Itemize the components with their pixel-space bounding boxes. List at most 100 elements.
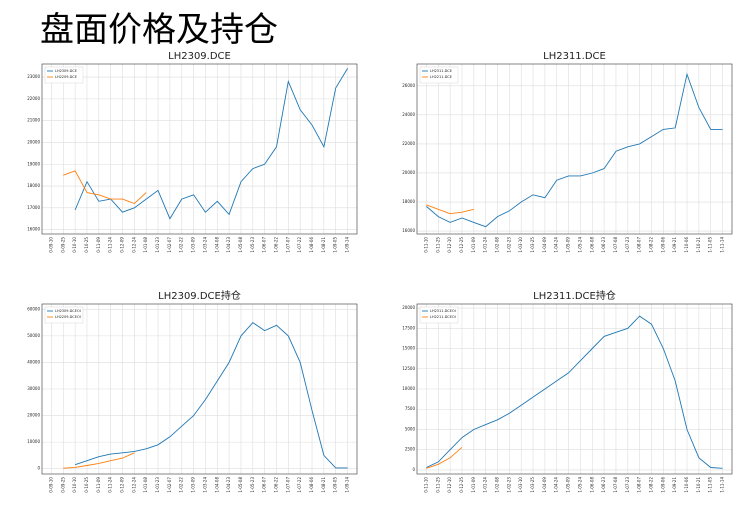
page-title: 盘面价格及持仓 (40, 10, 278, 50)
x-tick-label: 1-02-07 (167, 477, 172, 493)
x-tick-label: 1-07-08 (613, 237, 618, 253)
x-tick-label: 1-06-07 (262, 477, 267, 493)
plot-frame (41, 63, 358, 235)
plot-frame (416, 303, 733, 475)
series-line (74, 322, 348, 469)
x-tick-label: 0-12-10 (447, 237, 452, 253)
y-tick-label: 20000 (27, 139, 40, 144)
y-tick-label: 20000 (402, 170, 415, 175)
y-tick-label: 15000 (402, 346, 415, 351)
x-tick-label: 1-03-25 (530, 477, 535, 493)
x-tick-label: 0-12-09 (120, 477, 125, 493)
legend-box (419, 306, 459, 324)
chart-title: LH2309.DCE持仓 (158, 289, 241, 302)
x-tick-label: 0-09-25 (60, 477, 65, 493)
x-tick-label: 1-05-24 (577, 477, 582, 493)
x-tick-label: 1-04-24 (554, 477, 559, 493)
x-tick-label: 1-02-22 (179, 477, 184, 493)
x-tick-label: 1-10-06 (684, 477, 689, 493)
x-tick-label: 0-11-09 (96, 477, 101, 493)
y-tick-label: 7500 (405, 406, 416, 411)
x-tick-label: 1-07-22 (297, 477, 302, 493)
x-tick-label: 1-09-06 (660, 237, 665, 253)
y-tick-label: 21000 (27, 118, 40, 123)
x-tick-label: 1-03-09 (191, 237, 196, 253)
x-tick-label: 1-04-09 (542, 237, 547, 253)
y-tick-label: 26000 (402, 83, 415, 88)
legend-label: LH2209.DCEOI (55, 315, 81, 319)
y-tick-label: 40000 (27, 359, 40, 364)
y-tick-label: 20000 (402, 305, 415, 310)
x-tick-label: 0-09-25 (60, 237, 65, 253)
x-tick-label: 1-09-14 (345, 237, 350, 253)
y-tick-label: 30000 (27, 386, 40, 391)
y-tick-label: 60000 (27, 306, 40, 311)
x-tick-label: 1-01-08 (143, 237, 148, 253)
series-line (426, 204, 474, 215)
chart-title: LH2311.DCE持仓 (533, 289, 616, 302)
x-tick-label: 1-04-08 (214, 237, 219, 253)
x-tick-label: 1-07-22 (297, 237, 302, 253)
x-tick-label: 1-03-25 (530, 237, 535, 253)
x-tick-label: 1-06-23 (601, 477, 606, 493)
x-tick-label: 1-02-08 (495, 237, 500, 253)
x-tick-label: 1-09-06 (660, 477, 665, 493)
x-tick-label: 1-04-08 (214, 477, 219, 493)
legend-box (44, 306, 84, 324)
series-line (63, 170, 147, 205)
x-tick-label: 1-03-24 (202, 237, 207, 253)
plot-frame (41, 303, 358, 475)
x-tick-label: 0-10-25 (84, 477, 89, 493)
x-tick-label: 0-11-25 (435, 237, 440, 253)
x-tick-label: 0-09-10 (48, 477, 53, 493)
x-tick-label: 1-01-24 (483, 477, 488, 493)
x-tick-label: 0-09-10 (48, 237, 53, 253)
x-tick-label: 1-06-07 (262, 237, 267, 253)
y-tick-label: 2500 (405, 447, 416, 452)
y-tick-label: 10000 (27, 439, 40, 444)
y-tick-label: 50000 (27, 333, 40, 338)
chart-title: LH2309.DCE (168, 51, 231, 62)
x-tick-label: 1-09-05 (333, 237, 338, 253)
legend-label: LH2309.DCE (55, 69, 77, 73)
legend-box (44, 66, 84, 84)
series-line (74, 68, 348, 220)
x-tick-label: 1-11-14 (720, 477, 725, 493)
x-tick-label: 1-02-07 (167, 237, 172, 253)
x-tick-label: 1-03-24 (202, 477, 207, 493)
x-tick-label: 1-10-21 (696, 477, 701, 493)
x-tick-label: 0-10-10 (72, 237, 77, 253)
y-tick-label: 0 (412, 467, 415, 472)
x-tick-label: 1-11-05 (708, 237, 713, 253)
x-tick-label: 1-08-06 (309, 237, 314, 253)
plot-frame (416, 63, 733, 235)
legend-label: LH2311.DCE (430, 69, 452, 73)
x-tick-label: 1-06-22 (273, 237, 278, 253)
legend-label: LH2309.DCEOI (55, 309, 81, 313)
x-tick-label: 1-06-23 (601, 237, 606, 253)
x-tick-label: 1-11-14 (720, 237, 725, 253)
y-tick-label: 16000 (27, 227, 40, 232)
x-tick-label: 1-05-08 (238, 237, 243, 253)
x-tick-label: 1-08-07 (637, 477, 642, 493)
x-tick-label: 1-05-08 (238, 477, 243, 493)
x-tick-label: 0-12-25 (459, 237, 464, 253)
y-tick-label: 10000 (402, 386, 415, 391)
series-line (426, 72, 723, 228)
x-tick-label: 1-03-10 (518, 237, 523, 253)
x-tick-label: 0-12-25 (459, 477, 464, 493)
x-tick-label: 1-07-23 (625, 477, 630, 493)
x-tick-label: 0-12-24 (131, 477, 136, 493)
y-tick-label: 22000 (402, 141, 415, 146)
x-tick-label: 1-10-21 (696, 237, 701, 253)
y-tick-label: 18000 (27, 183, 40, 188)
x-tick-label: 1-09-21 (672, 477, 677, 493)
x-tick-label: 1-02-22 (179, 237, 184, 253)
y-tick-label: 0 (37, 466, 40, 471)
x-tick-label: 1-09-21 (672, 237, 677, 253)
x-tick-label: 1-05-24 (577, 237, 582, 253)
series-line (63, 452, 135, 469)
x-tick-label: 1-08-22 (648, 237, 653, 253)
